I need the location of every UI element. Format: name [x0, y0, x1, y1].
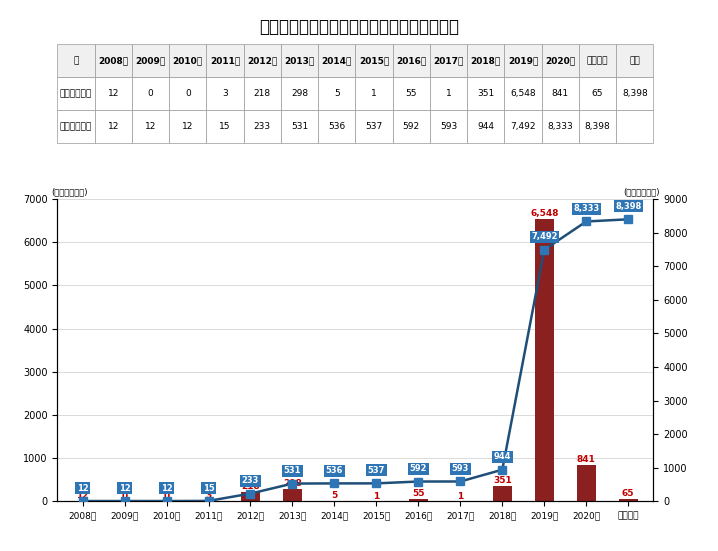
Text: 218: 218 — [241, 482, 260, 491]
Bar — [283, 489, 302, 501]
Text: 298: 298 — [283, 479, 302, 488]
Text: 944: 944 — [493, 452, 511, 461]
Text: (単年漏洩件数): (単年漏洩件数) — [52, 187, 88, 196]
Text: 537: 537 — [368, 466, 385, 475]
Text: 12: 12 — [77, 484, 88, 493]
Text: 3: 3 — [205, 491, 212, 500]
Text: 8,398: 8,398 — [615, 202, 641, 211]
Text: 65: 65 — [622, 489, 635, 498]
Bar — [577, 465, 596, 501]
Text: 15: 15 — [202, 484, 215, 493]
Bar — [241, 492, 260, 501]
Bar — [409, 499, 428, 501]
Text: 12: 12 — [161, 484, 172, 493]
Text: 592: 592 — [409, 464, 427, 473]
Text: 5: 5 — [331, 491, 337, 500]
Bar — [493, 486, 512, 501]
Text: 1: 1 — [457, 491, 463, 500]
Text: 233: 233 — [242, 476, 259, 485]
Text: 6,548: 6,548 — [530, 209, 559, 218]
Text: 0: 0 — [121, 491, 128, 500]
Bar — [619, 499, 638, 501]
Text: 593: 593 — [452, 464, 469, 473]
Text: 1: 1 — [373, 491, 380, 500]
Text: 841: 841 — [577, 455, 596, 464]
Text: 12: 12 — [76, 491, 89, 500]
Text: (累計漏洩件数): (累計漏洩件数) — [623, 187, 659, 196]
Text: 12: 12 — [118, 484, 131, 493]
Text: 531: 531 — [284, 466, 302, 475]
Text: 7,492: 7,492 — [531, 233, 557, 241]
Text: 55: 55 — [412, 489, 424, 498]
Text: 536: 536 — [326, 466, 343, 475]
Text: 351: 351 — [493, 477, 512, 485]
Text: 国内損保業界のアカウント漏洩件数年次集計: 国内損保業界のアカウント漏洩件数年次集計 — [259, 18, 459, 36]
Text: 8,333: 8,333 — [573, 204, 600, 213]
Bar — [535, 219, 554, 501]
Text: 0: 0 — [164, 491, 169, 500]
